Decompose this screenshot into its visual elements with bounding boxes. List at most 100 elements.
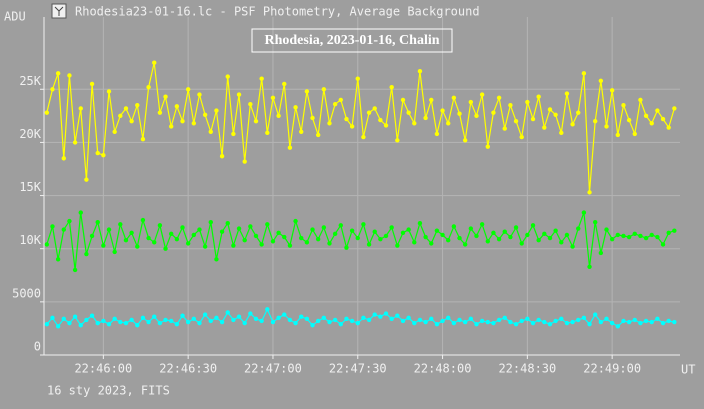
data-point xyxy=(140,137,146,142)
data-point xyxy=(185,241,191,246)
data-point xyxy=(163,246,168,251)
data-point xyxy=(259,318,264,324)
data-point xyxy=(502,126,507,131)
data-point xyxy=(457,317,462,323)
data-point xyxy=(429,316,434,322)
data-point xyxy=(474,321,479,327)
data-point xyxy=(632,131,637,137)
data-point xyxy=(525,99,530,105)
data-point xyxy=(378,314,383,319)
data-point xyxy=(434,321,440,327)
data-point xyxy=(231,131,236,137)
data-point xyxy=(372,229,377,234)
x-tick-label: 22:47:30 xyxy=(329,362,387,376)
data-point xyxy=(315,318,321,324)
data-point xyxy=(202,244,208,249)
data-point xyxy=(542,319,547,325)
data-point xyxy=(457,111,462,116)
data-point xyxy=(180,225,185,230)
data-point xyxy=(185,319,191,325)
data-point xyxy=(84,177,89,182)
data-point xyxy=(378,236,383,242)
data-point xyxy=(265,130,270,136)
data-point xyxy=(95,219,100,225)
data-point xyxy=(513,321,519,327)
data-point xyxy=(276,113,281,119)
data-point xyxy=(332,101,338,107)
data-point xyxy=(519,318,524,324)
data-point xyxy=(338,97,343,103)
data-point xyxy=(547,235,553,241)
data-point xyxy=(265,222,270,227)
data-point xyxy=(643,113,649,119)
data-point xyxy=(536,317,541,323)
data-point xyxy=(564,91,570,96)
data-point xyxy=(429,97,434,103)
data-point xyxy=(451,95,457,100)
data-point xyxy=(462,319,468,325)
data-point xyxy=(361,134,366,140)
data-point xyxy=(208,129,213,134)
data-point xyxy=(169,124,174,129)
data-point xyxy=(299,235,304,241)
data-point xyxy=(157,110,163,115)
data-point xyxy=(332,317,338,323)
data-point xyxy=(163,317,168,323)
data-point xyxy=(44,242,50,247)
data-point xyxy=(287,145,293,150)
data-point xyxy=(146,235,151,241)
data-point xyxy=(304,240,310,245)
data-point xyxy=(44,321,50,327)
data-point xyxy=(89,81,95,87)
data-point xyxy=(327,121,332,126)
data-point xyxy=(112,249,117,255)
data-point xyxy=(412,320,417,326)
data-point xyxy=(593,118,598,124)
data-point xyxy=(406,227,411,232)
data-point xyxy=(626,234,632,240)
data-point xyxy=(395,313,400,318)
data-point xyxy=(242,238,247,243)
data-point xyxy=(666,318,671,324)
data-point xyxy=(282,81,287,87)
data-point xyxy=(135,103,140,108)
data-point xyxy=(101,318,106,324)
data-point xyxy=(638,233,643,239)
data-point xyxy=(553,318,558,324)
data-point xyxy=(338,223,343,228)
data-point xyxy=(89,313,95,318)
data-point xyxy=(672,319,677,325)
data-point xyxy=(78,323,83,328)
data-point xyxy=(434,131,440,137)
data-point xyxy=(315,236,321,242)
data-point xyxy=(123,238,129,243)
data-point xyxy=(598,250,604,256)
data-point xyxy=(191,316,197,322)
data-point xyxy=(446,238,451,243)
data-point xyxy=(372,312,377,317)
data-point xyxy=(349,124,355,129)
data-point xyxy=(660,320,666,326)
data-point xyxy=(598,319,604,325)
data-point xyxy=(287,243,293,248)
data-point xyxy=(214,315,219,320)
data-point xyxy=(559,130,564,136)
chart-title: Rhodesia, 2023-01-16, Chalin xyxy=(264,33,439,48)
data-point xyxy=(502,315,507,320)
data-point xyxy=(152,240,157,245)
data-point xyxy=(95,320,100,326)
data-point xyxy=(197,92,202,97)
data-point xyxy=(55,257,61,262)
data-point xyxy=(270,95,276,100)
data-point xyxy=(491,320,496,326)
data-point xyxy=(383,311,389,316)
data-point xyxy=(474,113,479,119)
data-point xyxy=(366,242,372,247)
window-title: Rhodesia23-01-16.lc - PSF Photometry, Av… xyxy=(75,5,480,19)
data-point xyxy=(570,244,575,249)
data-point xyxy=(344,116,349,122)
data-point xyxy=(570,122,575,127)
data-point xyxy=(180,313,185,318)
data-point xyxy=(321,315,327,320)
y-tick-label: 20K xyxy=(19,127,41,141)
